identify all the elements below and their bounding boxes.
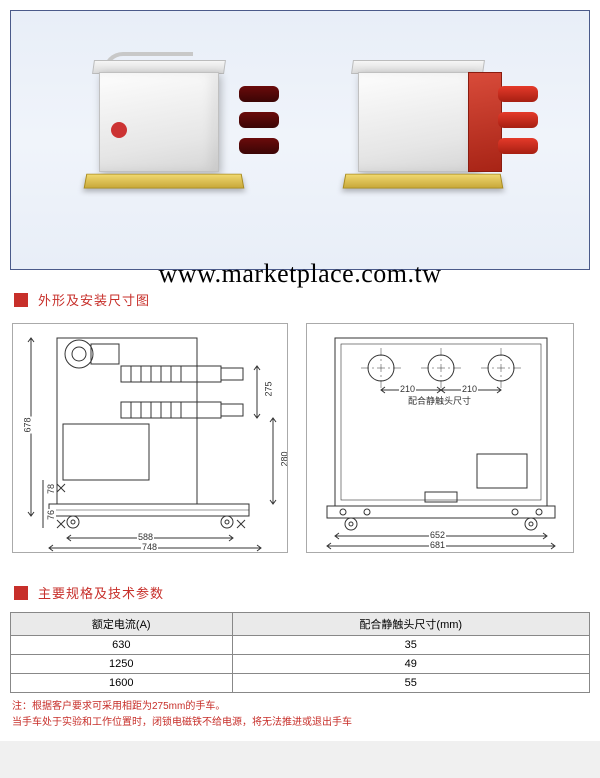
bullet-square-icon <box>14 586 28 600</box>
section-title-specs: 主要规格及技术参数 <box>38 583 164 602</box>
note-line-2: 当手车处于实验和工作位置时，闭锁电磁铁不给电源，将无法推进或退出手车 <box>12 715 590 731</box>
product-image-right <box>340 50 520 230</box>
dim-588: 588 <box>137 532 154 542</box>
drawing-front-view: 210 210 配合静触头尺寸 652 681 <box>306 323 574 553</box>
dim-275: 275 <box>264 380 274 397</box>
dim-681: 681 <box>429 540 446 550</box>
drawings-row: 678 275 280 78 76 588 748 <box>10 319 590 563</box>
specs-table: 额定电流(A) 配合静触头尺寸(mm) 630 35 1250 49 1600 … <box>10 612 590 693</box>
dim-652: 652 <box>429 530 446 540</box>
cell-contact: 49 <box>232 655 589 674</box>
dim-76: 76 <box>46 509 56 521</box>
section-header-drawings: 外形及安装尺寸图 <box>14 290 590 309</box>
bullet-square-icon <box>14 293 28 307</box>
table-header-row: 额定电流(A) 配合静触头尺寸(mm) <box>11 613 590 636</box>
dim-210b: 210 <box>461 384 478 394</box>
note-line-1: 注：根据客户要求可采用相距为275mm的手车。 <box>12 699 590 715</box>
cell-contact: 55 <box>232 674 589 693</box>
product-photo-panel: www.marketplace.com.tw <box>10 10 590 270</box>
dim-280: 280 <box>280 450 288 467</box>
watermark-text: www.marketplace.com.tw <box>159 259 442 289</box>
dim-78: 78 <box>46 483 56 495</box>
cell-current: 1250 <box>11 655 233 674</box>
col-current: 额定电流(A) <box>11 613 233 636</box>
drawing-side-view: 678 275 280 78 76 588 748 <box>12 323 288 553</box>
product-image-left <box>81 50 261 230</box>
dim-748: 748 <box>141 542 158 552</box>
cell-current: 1600 <box>11 674 233 693</box>
table-row: 1250 49 <box>11 655 590 674</box>
dim-210a: 210 <box>399 384 416 394</box>
col-contact: 配合静触头尺寸(mm) <box>232 613 589 636</box>
document-page: www.marketplace.com.tw 外形及安装尺寸图 <box>0 0 600 741</box>
dim-678: 678 <box>23 416 33 433</box>
table-row: 630 35 <box>11 636 590 655</box>
section-title-drawings: 外形及安装尺寸图 <box>38 290 150 309</box>
cell-current: 630 <box>11 636 233 655</box>
cell-contact: 35 <box>232 636 589 655</box>
dim-contact-label: 配合静触头尺寸 <box>407 394 472 407</box>
section-header-specs: 主要规格及技术参数 <box>14 583 590 602</box>
notes-block: 注：根据客户要求可采用相距为275mm的手车。 当手车处于实验和工作位置时，闭锁… <box>10 699 590 731</box>
table-row: 1600 55 <box>11 674 590 693</box>
